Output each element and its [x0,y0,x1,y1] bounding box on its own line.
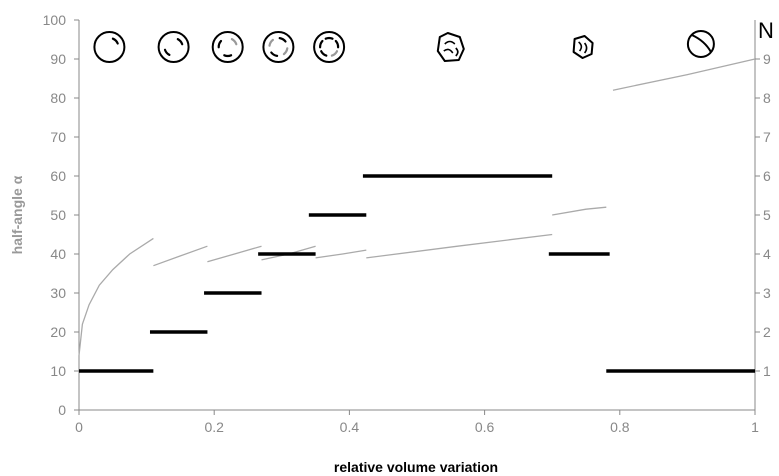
cell-icon [572,35,594,59]
y2-tick-label: 5 [763,207,771,223]
y2-tick-label: 7 [763,129,771,145]
cell-icons [93,30,715,63]
cell-icon [262,31,295,63]
y-tick-label: 90 [50,51,66,67]
x-tick-label: 0 [75,419,83,435]
x-tick-label: 0.4 [340,419,360,435]
cell-icon [93,31,126,63]
y-tick-label: 70 [50,129,66,145]
y-tick-label: 40 [50,246,66,262]
x-axis-title: relative volume variation [334,459,498,475]
cell-icon [157,31,190,63]
y-tick-label: 50 [50,207,66,223]
y-tick-label: 0 [58,402,66,418]
y-tick-label: 20 [50,324,66,340]
n-series [79,174,755,373]
cell-icon [686,30,715,58]
x-tick-label: 1 [751,419,759,435]
y-ticks: 0 10 20 30 40 50 60 70 80 90 100 [43,12,79,418]
y2-tick-label: 1 [763,363,771,379]
x-tick-label: 0.6 [475,419,495,435]
y2-tick-label: 9 [763,51,771,67]
half-angle-segment [153,245,208,267]
y2-tick-label: 8 [763,90,771,106]
y2-ticks: 1 2 3 4 5 6 7 8 9 [755,51,771,379]
half-angle-segment [207,245,262,263]
half-angle-segment [78,237,154,356]
x-tick-label: 0.8 [610,419,630,435]
y2-tick-label: 6 [763,168,771,184]
cell-icon [211,31,244,63]
x-ticks: 0 0.2 0.4 0.6 0.8 1 [75,410,759,435]
y-tick-label: 100 [43,12,67,28]
x-tick-label: 0.2 [204,419,224,435]
y2-tick-label: 3 [763,285,771,301]
y-tick-label: 80 [50,90,66,106]
y-tick-label: 60 [50,168,66,184]
y2-axis-title: N [758,18,774,43]
y2-tick-label: 4 [763,246,771,262]
half-angle-segment [552,206,607,216]
y-axis-title: half-angle α [9,175,25,254]
half-angle-segment [612,58,756,91]
half-angle-segment [315,249,367,259]
plot-area [78,20,756,411]
half-angle-segment [366,233,553,259]
y-tick-label: 10 [50,363,66,379]
y2-tick-label: 2 [763,324,771,340]
cell-icon [436,32,465,62]
half-angle-series [78,58,756,356]
y-tick-label: 30 [50,285,66,301]
cell-icon [313,31,346,63]
